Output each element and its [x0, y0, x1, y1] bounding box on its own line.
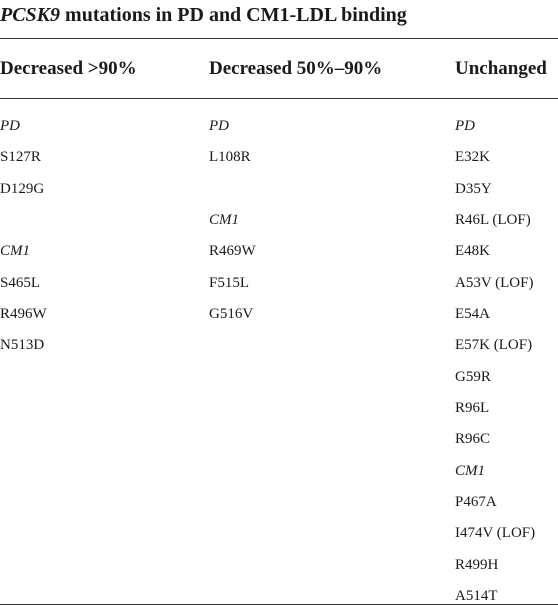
- mutation-cell: G59R: [455, 368, 491, 385]
- column-header: Decreased >90%: [0, 58, 137, 79]
- group-label: CM1: [209, 211, 239, 228]
- mutation-cell: R496W: [0, 305, 47, 322]
- mutation-cell: D129G: [0, 180, 45, 197]
- mutation-cell: P467A: [455, 493, 497, 510]
- column-header: Unchanged: [455, 58, 547, 79]
- group-label: PD: [209, 118, 229, 134]
- mutation-cell: F515L: [209, 274, 250, 291]
- mutation-cell: R499H: [455, 556, 499, 573]
- group-label: PD: [0, 118, 20, 134]
- mutation-cell: A514T: [455, 587, 498, 604]
- mutation-cell: E48K: [455, 243, 490, 260]
- mutation-cell: R96L: [455, 399, 490, 416]
- mutation-cell: S465L: [0, 274, 41, 291]
- table-title: PCSK9 mutations in PD and CM1-LDL bindin…: [0, 4, 407, 27]
- group-label: CM1: [0, 243, 30, 260]
- mutation-cell: N513D: [0, 337, 45, 354]
- group-label: CM1: [455, 462, 485, 479]
- top-rule: [0, 38, 558, 39]
- header-rule: [0, 98, 558, 99]
- mutation-cell: L108R: [209, 149, 251, 166]
- mutation-cell: G516V: [209, 305, 254, 322]
- mutation-cell: R96C: [455, 431, 491, 448]
- column-header: Decreased 50%–90%: [209, 58, 383, 79]
- mutation-cell: R46L (LOF): [455, 211, 531, 228]
- group-label: PD: [455, 118, 475, 134]
- mutation-cell: S127R: [0, 149, 41, 166]
- mutation-cell: D35Y: [455, 180, 492, 197]
- mutation-cell: A53V (LOF): [455, 274, 534, 291]
- mutation-cell: I474V (LOF): [455, 525, 536, 542]
- mutation-cell: E32K: [455, 149, 490, 166]
- mutation-cell: E57K (LOF): [455, 337, 533, 354]
- title-gene: PCSK9: [0, 4, 61, 26]
- mutation-cell: E54A: [455, 305, 490, 322]
- mutation-cell: R469W: [209, 243, 256, 260]
- title-rest: mutations in PD and CM1-LDL binding: [60, 4, 407, 26]
